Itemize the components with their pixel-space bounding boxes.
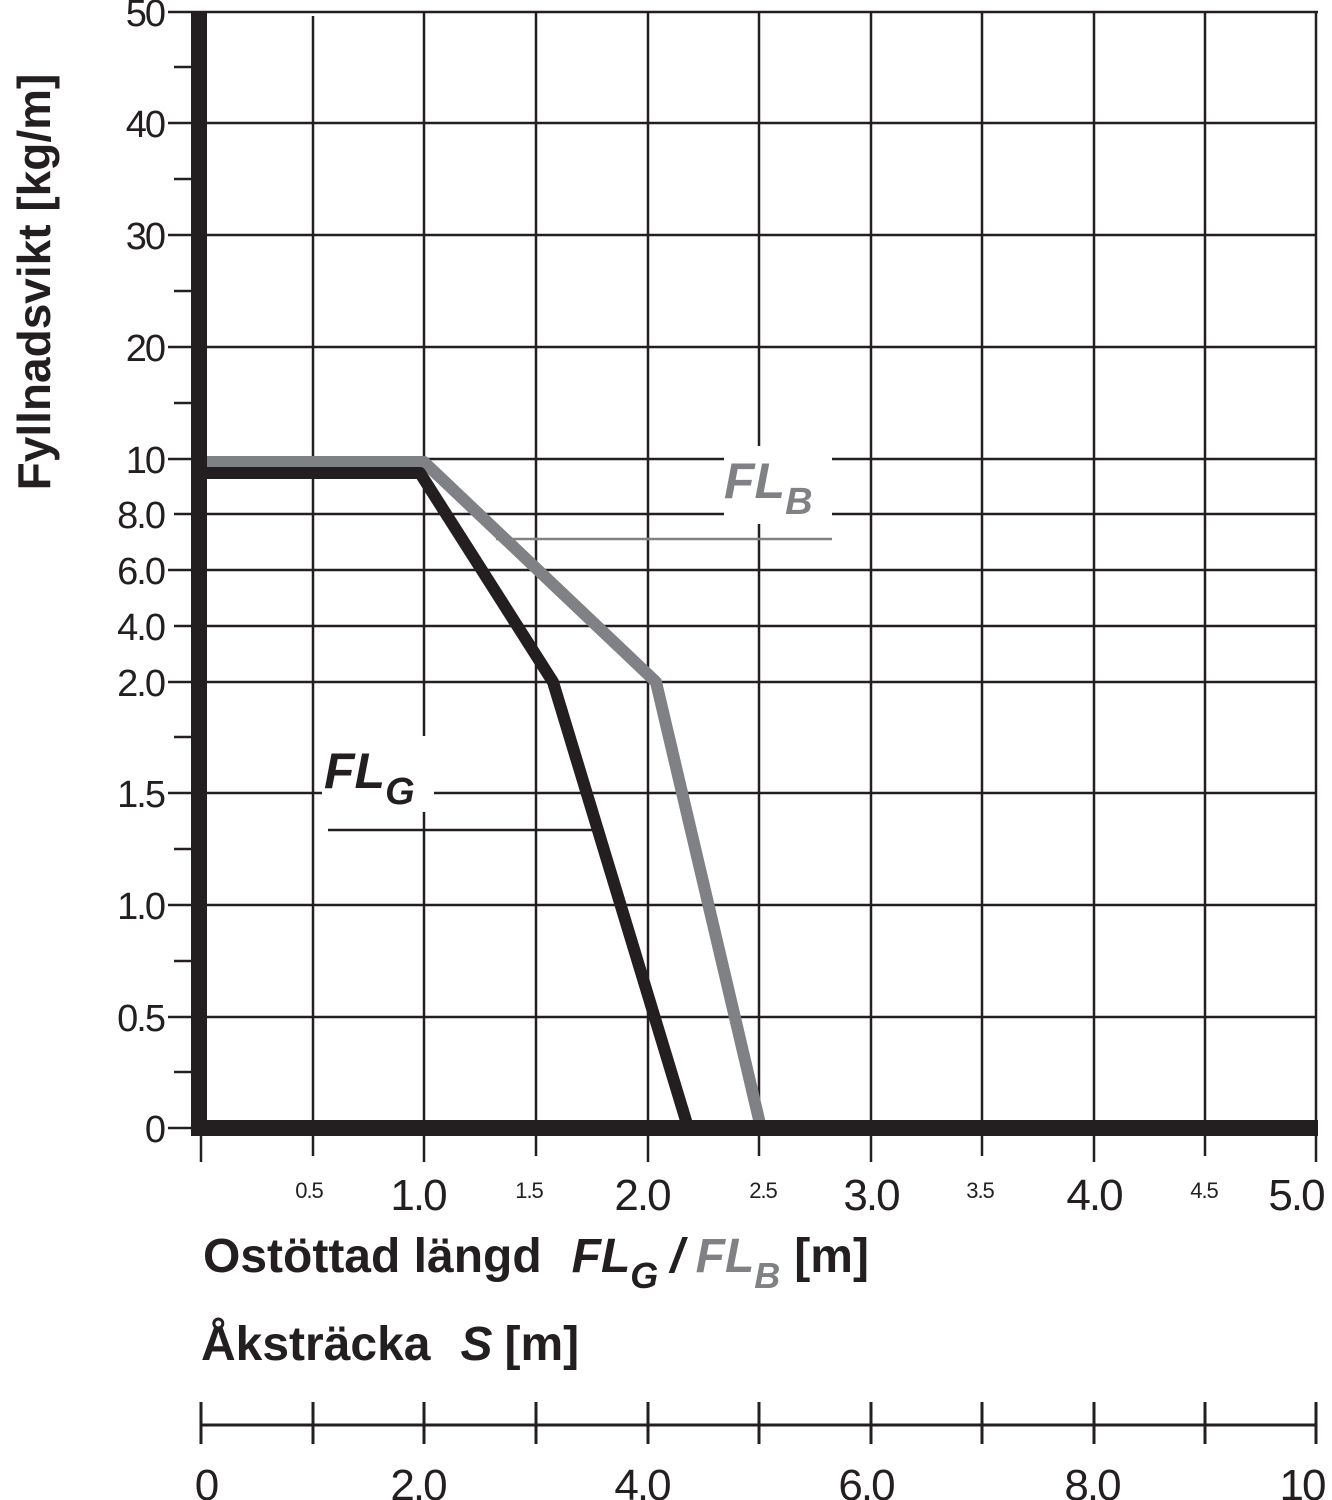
secondary-tick-label: 8.0: [1064, 1461, 1120, 1500]
x-tick-label-major: 1.0: [390, 1171, 446, 1220]
y-tick-label: 6.0: [117, 551, 165, 593]
y-tick-label: 50: [126, 0, 165, 35]
y-tick-label: 1.5: [117, 774, 165, 816]
x-tick-label-major: 2.0: [614, 1171, 670, 1220]
y-tick-label: 4.0: [117, 607, 165, 649]
series-flb-line: [207, 456, 766, 1126]
x-tick-label-major: 4.0: [1066, 1171, 1122, 1220]
y-tick-label: 40: [126, 104, 165, 146]
y-tick-label: 1.0: [117, 886, 165, 928]
x-tick-label-minor: 2.5: [749, 1178, 777, 1203]
x-tick-label-minor: 0.5: [295, 1178, 323, 1203]
y-tick-label: 8.0: [117, 495, 165, 537]
x-tick-labels: 0.5 1.0 1.5 2.0 2.5 3.0 3.5 4.0 4.5 5.0: [295, 1171, 1326, 1220]
y-axis-title: Fyllnadsvikt [kg/m]: [8, 74, 60, 491]
secondary-tick-label: 2.0: [390, 1461, 446, 1500]
flb-label-backdrop: [724, 446, 832, 524]
x-tick-label-major: 3.0: [843, 1171, 899, 1220]
x-tick-label-major: 5.0: [1268, 1171, 1324, 1220]
flb-series-label: FLB: [724, 453, 813, 523]
secondary-tick-label: 10: [1280, 1461, 1325, 1500]
flg-label-backdrop: [322, 736, 434, 812]
y-tick-labels: 50 40 30 20 10 8.0 6.0 4.0 2.0 1.5 1.0 0…: [117, 0, 167, 1151]
secondary-x-tick-labels: 0 2.0 4.0 6.0 8.0 10: [195, 1461, 1327, 1500]
x-tick-label-minor: 4.5: [1190, 1178, 1218, 1203]
y-tick-label: 0.5: [117, 998, 165, 1040]
y-tick-label: 30: [126, 216, 165, 258]
y-tick-label: 10: [126, 440, 165, 482]
secondary-tick-label: 0: [195, 1461, 218, 1500]
secondary-tick-label: 6.0: [838, 1461, 894, 1500]
y-tick-label: 0: [145, 1109, 165, 1151]
y-minor-ticks: [168, 10, 192, 1130]
vertical-gridlines: [311, 12, 1318, 1128]
x-tick-label-minor: 1.5: [515, 1178, 543, 1203]
flg-series-label: FLG: [324, 743, 415, 813]
x-axis-title: Ostöttad längd FLG / FLB [m]: [203, 1230, 869, 1296]
secondary-x-axis: [199, 1402, 1318, 1444]
x-tick-label-minor: 3.5: [966, 1178, 994, 1203]
y-tick-label: 2.0: [117, 663, 165, 705]
secondary-x-axis-title: Åksträcka S [m]: [201, 1317, 579, 1371]
series-flg-line: [207, 467, 693, 1126]
secondary-tick-label: 4.0: [614, 1461, 670, 1500]
y-tick-label: 20: [126, 328, 165, 370]
